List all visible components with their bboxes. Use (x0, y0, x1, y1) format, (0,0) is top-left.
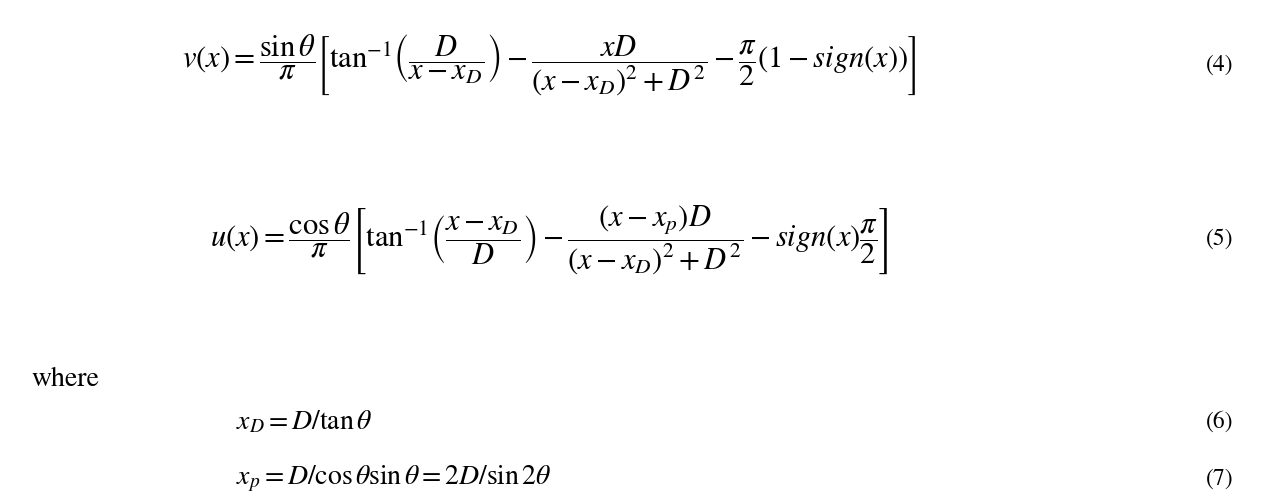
Text: where: where (32, 367, 100, 392)
Text: $x_p = D/\cos\theta\sin\theta = 2D/\sin 2\theta$: $x_p = D/\cos\theta\sin\theta = 2D/\sin … (236, 464, 552, 494)
Text: $u(x) = \dfrac{\cos\theta}{\pi}\left[\tan^{-1}\!\left(\dfrac{x - x_D}{D}\right) : $u(x) = \dfrac{\cos\theta}{\pi}\left[\ta… (210, 203, 889, 276)
Text: $v(x) = \dfrac{\sin\theta}{\pi}\left[\tan^{-1}\!\left(\dfrac{D}{x - x_D}\right) : $v(x) = \dfrac{\sin\theta}{\pi}\left[\ta… (183, 32, 916, 98)
Text: (7): (7) (1205, 469, 1233, 490)
Text: (6): (6) (1205, 411, 1233, 433)
Text: (5): (5) (1205, 229, 1233, 250)
Text: $x_D = D/\tan\theta$: $x_D = D/\tan\theta$ (236, 408, 372, 435)
Text: (4): (4) (1205, 54, 1233, 75)
